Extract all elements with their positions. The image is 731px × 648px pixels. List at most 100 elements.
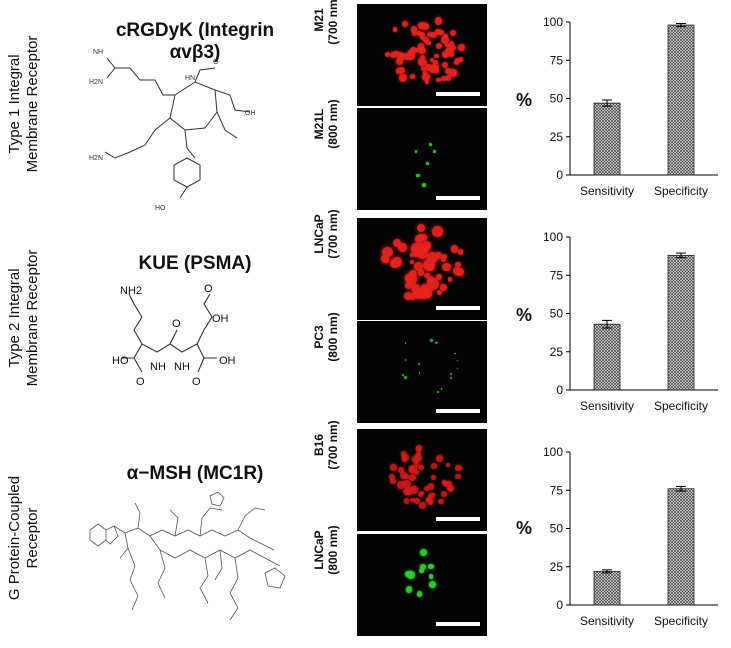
cell-spot — [403, 52, 412, 61]
cell-spot — [419, 34, 425, 40]
chem-atom-label: NH — [174, 361, 190, 373]
cell-spot — [450, 376, 453, 379]
chem-atom-label: O — [192, 376, 201, 388]
y-axis-label: % — [516, 518, 533, 538]
image-label-line: (700 nm) — [326, 0, 340, 45]
cell-spot — [382, 246, 393, 258]
cell-spot — [420, 549, 428, 556]
y-tick-label: 0 — [556, 383, 563, 397]
bar-chart-svg: 0 25 50 75 100 Sensitivity Specificity — [543, 15, 718, 198]
cell-spot — [423, 23, 429, 29]
chem-atom-label: OH — [219, 355, 236, 367]
cell-spot — [436, 290, 442, 296]
chem-atom-label: O — [172, 318, 181, 330]
cell-spot — [443, 480, 450, 487]
cell-spot — [410, 486, 419, 494]
cell-spot — [440, 491, 447, 498]
cell-spot — [392, 50, 399, 57]
chem-atom-label: O — [136, 376, 145, 388]
cell-spot — [417, 269, 425, 276]
cell-spot — [395, 58, 403, 66]
cell-spot — [432, 150, 436, 154]
cell-spot — [413, 469, 419, 476]
image-label-line: LNCaP — [312, 214, 326, 254]
cell-spot — [432, 226, 443, 237]
cell-spot — [453, 266, 462, 275]
cell-spot — [404, 376, 407, 379]
cell-spot — [409, 73, 415, 79]
chem-structure-msh — [80, 488, 290, 628]
cell-spot — [426, 31, 433, 38]
cell-spot — [448, 68, 454, 75]
compound-title-row1: cRGDyK (Integrin αvβ3) — [115, 20, 275, 63]
cell-spot — [427, 278, 440, 291]
cell-spot — [425, 262, 434, 271]
cell-spot — [407, 571, 416, 580]
chem-atom-label: OH — [212, 313, 229, 325]
cell-spot — [424, 485, 429, 491]
cell-spot — [398, 243, 408, 252]
cell-spot — [416, 173, 420, 178]
cell-spot — [420, 66, 426, 71]
receptor-label-line: Receptor — [24, 507, 41, 569]
cell-spot — [417, 21, 425, 30]
cell-spot — [449, 52, 454, 57]
y-tick-label: 100 — [543, 15, 563, 29]
cell-spot — [429, 581, 436, 588]
cell-spot — [392, 26, 398, 32]
bar-chart-row2: 0 25 50 75 100 Sensitivity Specificity — [528, 225, 728, 420]
cell-spot — [429, 142, 432, 146]
compound-title-row2: KUE (PSMA) — [138, 253, 252, 274]
cell-spot — [441, 61, 449, 69]
cell-spot — [417, 234, 424, 241]
y-tick-label: 100 — [543, 230, 563, 244]
y-tick-label: 75 — [550, 268, 564, 282]
y-tick-label: 50 — [550, 522, 564, 536]
cell-spot — [423, 242, 430, 250]
cell-spot — [445, 75, 452, 81]
cell-spot — [409, 292, 417, 300]
cell-spot — [458, 57, 464, 62]
cell-spot — [454, 60, 460, 66]
cell-spot — [455, 465, 462, 472]
chem-structure-kue: NH2 O O OH HO NH NH OH O O — [112, 282, 262, 392]
cell-spot — [434, 54, 439, 59]
cell-spot — [438, 499, 444, 505]
chem-structure-crgdyk: NH H2N HN HO OH O H2N — [85, 40, 275, 210]
cell-spot — [411, 283, 420, 293]
cell-spot — [456, 367, 459, 370]
cell-spot — [436, 341, 438, 344]
cell-spot — [418, 292, 425, 299]
receptor-label-row1: Type 1 Integral Membrane Receptor — [6, 4, 42, 204]
cell-spot — [409, 464, 418, 473]
cell-spot — [417, 591, 423, 597]
cell-spot — [439, 30, 445, 36]
cell-spot — [427, 251, 439, 263]
cell-spot — [399, 74, 407, 83]
bar-chart-row1: 0 25 50 75 100 Sensitivity Specificity — [528, 10, 728, 205]
micrograph-m21-700nm — [357, 4, 487, 106]
cell-spot — [446, 480, 452, 487]
cell-spot — [411, 30, 417, 36]
cell-spot — [402, 487, 410, 495]
cell-spot — [414, 498, 420, 504]
cell-spot — [418, 46, 426, 55]
cell-spot — [408, 269, 417, 278]
micrograph-b16-700nm — [357, 429, 487, 531]
chem-atom-label: H2N — [89, 79, 103, 86]
cell-spot — [384, 51, 391, 58]
cell-spot — [451, 44, 457, 50]
image-label-line: (700 nm) — [326, 209, 340, 259]
x-tick-label: Specificity — [654, 614, 708, 628]
cell-spot — [409, 47, 417, 54]
cell-spot — [442, 262, 452, 272]
cell-spot — [457, 249, 464, 255]
cell-spot — [420, 284, 429, 292]
cell-spot — [458, 44, 465, 51]
cell-spot — [441, 76, 447, 82]
cell-spot — [412, 288, 424, 299]
cell-spot — [447, 277, 453, 282]
cell-spot — [448, 40, 454, 46]
image-label-m21: M21 (700 nm) — [312, 0, 340, 71]
cell-spot — [450, 30, 457, 36]
